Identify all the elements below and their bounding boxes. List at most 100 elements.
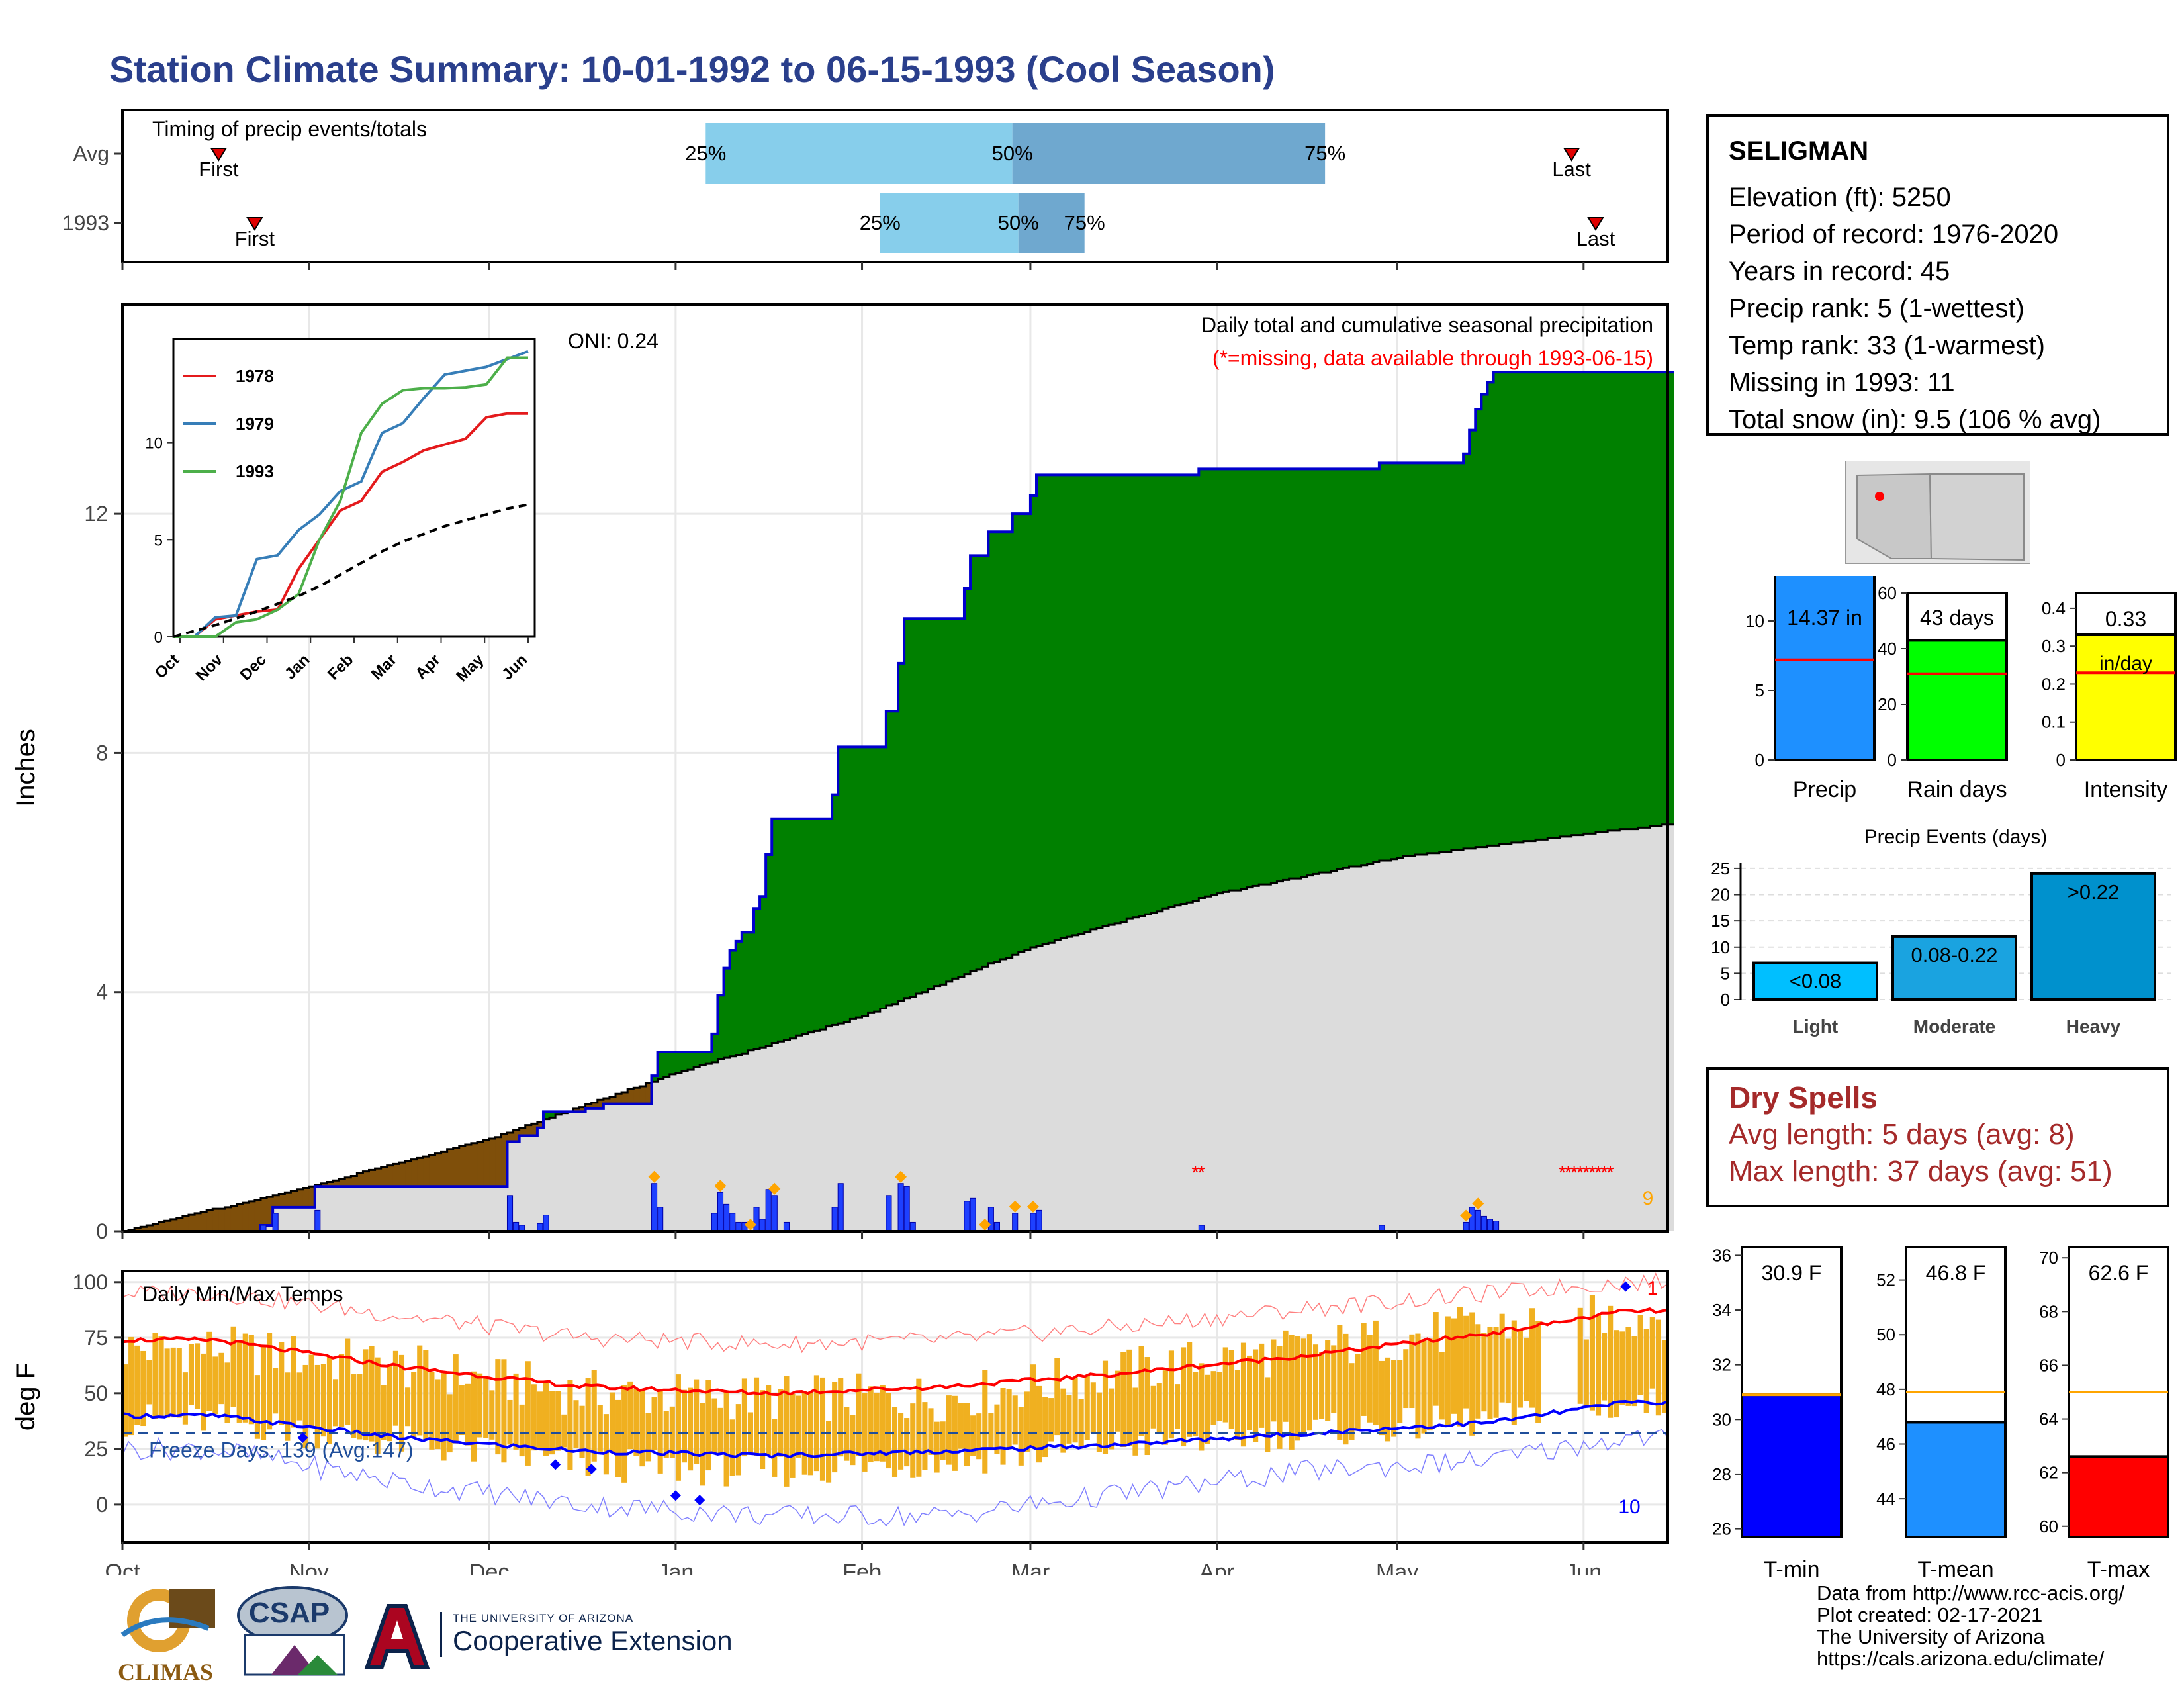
precip-anomaly-day <box>1661 372 1668 825</box>
daily-temp-bar <box>741 1378 747 1457</box>
daily-temp-bar <box>326 1356 332 1445</box>
daily-temp-bar <box>916 1378 922 1477</box>
precip-anomaly-day <box>218 1209 226 1231</box>
precip-anomaly-day <box>182 1216 189 1231</box>
daily-temp-bar <box>1463 1315 1469 1409</box>
precip-anomaly-day <box>1367 469 1374 864</box>
precip-anomaly-day <box>1306 469 1314 876</box>
precip-anomaly-day <box>790 818 797 1039</box>
precip-anomaly-day <box>1619 372 1627 829</box>
missing-count: 9 <box>1643 1188 1654 1209</box>
daily-temp-bar <box>874 1392 880 1462</box>
inset-series-line <box>173 356 528 638</box>
daily-temp-bar <box>267 1333 273 1430</box>
daily-temp-bar <box>1619 1331 1625 1405</box>
missing-marker: * <box>1197 1162 1205 1184</box>
precip-anomaly-day <box>645 1083 653 1104</box>
precip-anomaly-day <box>681 1052 688 1072</box>
freeze-days-label: Freeze Days: 139 (Avg:147) <box>149 1438 414 1462</box>
daily-temp-bar <box>669 1406 675 1458</box>
t-min-label: 30.9 F <box>1762 1261 1822 1285</box>
daily-precip-bar <box>1475 1209 1481 1232</box>
precip-anomaly-day <box>1559 372 1567 837</box>
daily-temp-bar <box>375 1357 381 1454</box>
daily-temp-bar <box>423 1350 429 1440</box>
precip-anomaly-day <box>1331 469 1338 871</box>
daily-temp-bar <box>796 1395 801 1458</box>
daily-temp-bar <box>832 1382 838 1473</box>
precip-anomaly-day <box>705 1052 713 1064</box>
daily-temp-bar <box>1277 1346 1283 1449</box>
precip-anomaly-day <box>188 1215 195 1231</box>
precip-total-category: Precip <box>1793 777 1856 802</box>
daily-temp-bar <box>351 1374 357 1438</box>
precip-anomaly-day <box>1397 463 1404 858</box>
t-min-ytick-label: 28 <box>1712 1464 1731 1484</box>
daily-temp-bar <box>801 1391 807 1475</box>
daily-temp-bar <box>688 1387 694 1471</box>
daily-temp-bar <box>784 1376 790 1487</box>
daily-temp-bar <box>260 1346 267 1440</box>
precip-anomaly-day <box>796 818 803 1036</box>
daily-temp-bar <box>242 1333 248 1423</box>
precip-anomaly-day <box>375 1168 382 1187</box>
daily-temp-bar <box>369 1346 375 1442</box>
precip-anomaly-day <box>1187 475 1194 903</box>
daily-temp-bar <box>1631 1336 1637 1407</box>
precip-anomaly-day <box>519 1128 526 1136</box>
t-max-ytick-label: 70 <box>2039 1248 2058 1268</box>
precip-anomaly-day <box>1427 463 1434 853</box>
daily-temp-bar <box>345 1338 351 1425</box>
record-low-line <box>122 1429 1668 1527</box>
daily-temp-bar <box>1271 1339 1277 1422</box>
daily-temp-bar <box>633 1388 639 1456</box>
station-line: Missing in 1993: 11 <box>1729 368 1955 397</box>
precip-anomaly-day <box>146 1225 154 1231</box>
ua-big-text: Cooperative Extension <box>453 1625 733 1656</box>
snow-marker <box>1009 1200 1021 1213</box>
precip-anomaly-day <box>212 1209 220 1231</box>
daily-temp-bar <box>1583 1339 1589 1407</box>
events-bar <box>2030 872 2156 1001</box>
precip-anomaly-day <box>260 1198 267 1225</box>
precip-anomaly-day <box>495 1137 502 1187</box>
daily-temp-bar <box>543 1383 549 1456</box>
daily-precip-bar <box>513 1221 520 1232</box>
daily-temp-bar <box>790 1393 796 1478</box>
daily-temp-bar <box>128 1336 134 1436</box>
precip-anomaly-day <box>525 1125 532 1136</box>
daily-temp-bar <box>1319 1352 1325 1419</box>
precip-anomaly-day <box>1409 463 1416 857</box>
daily-temp-bar <box>465 1383 471 1446</box>
temp-xtick-label: Mar <box>1011 1560 1050 1575</box>
temp-ytick-label: 50 <box>84 1382 108 1405</box>
timing-label-75: 75% <box>1064 211 1105 234</box>
station-line: Precip rank: 5 (1-wettest) <box>1729 294 2025 323</box>
temp-ytick-label: 100 <box>73 1270 108 1294</box>
daily-temp-bar <box>1655 1319 1661 1416</box>
precip-anomaly-day <box>886 711 893 1006</box>
t-min-bar <box>1741 1393 1843 1538</box>
precip-anomaly-day <box>982 555 989 967</box>
precip-anomaly-day <box>1312 469 1320 874</box>
precip-anomaly-day <box>778 818 785 1042</box>
daily-temp-bar <box>206 1331 212 1411</box>
precip-anomaly-day <box>994 532 1001 962</box>
precip-anomaly-day <box>242 1203 250 1231</box>
daily-precip-bar <box>771 1195 778 1232</box>
daily-temp-bar <box>850 1415 856 1466</box>
precip-anomaly-day <box>1259 469 1266 885</box>
daily-temp-bar <box>1367 1335 1373 1423</box>
daily-temp-bar <box>657 1391 663 1474</box>
timing-marker-last <box>1587 217 1604 231</box>
station-info-box: SELIGMAN Elevation (ft): 5250 Period of … <box>1706 114 2169 436</box>
precip-anomaly-day <box>1577 372 1584 835</box>
daily-temp-bar <box>429 1372 435 1450</box>
daily-temp-bar <box>694 1379 700 1464</box>
precip-anomaly-day <box>369 1170 376 1187</box>
precip-anomaly-day <box>1102 475 1109 927</box>
missing-marker: * <box>1588 1162 1596 1184</box>
daily-temp-bar <box>1228 1350 1234 1429</box>
daily-temp-bar <box>1295 1336 1300 1441</box>
daily-temp-bar <box>994 1404 1000 1454</box>
